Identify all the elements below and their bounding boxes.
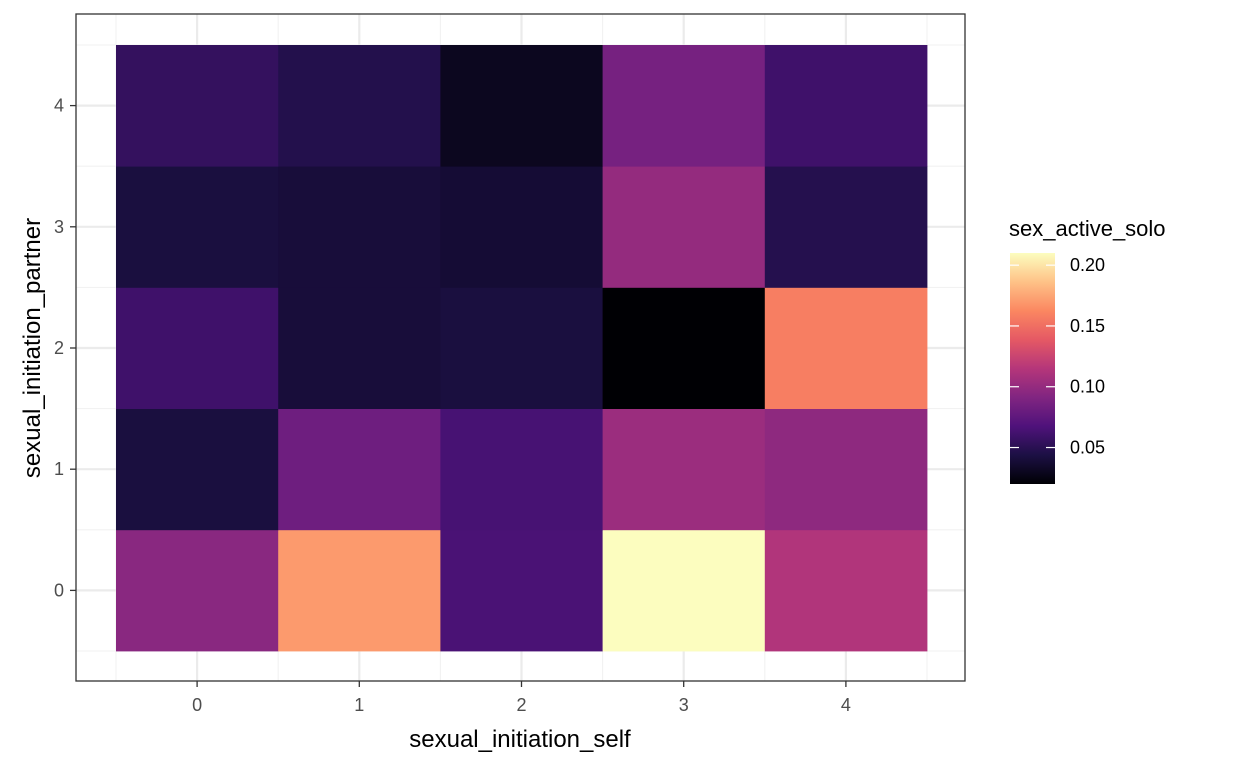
heatmap-tile <box>116 408 279 531</box>
heatmap-tile <box>440 45 603 167</box>
x-tick-label: 3 <box>679 695 689 715</box>
x-tick-label: 2 <box>516 695 526 715</box>
x-tick-label: 0 <box>192 695 202 715</box>
heatmap-tile <box>278 166 441 288</box>
heatmap-tile <box>764 287 928 409</box>
legend-colorbar <box>1010 253 1055 484</box>
heatmap-tile <box>764 166 928 288</box>
legend-tick-label: 0.15 <box>1070 316 1105 336</box>
heatmap-tile <box>602 529 766 652</box>
heatmap-tile <box>278 287 441 409</box>
legend-title: sex_active_solo <box>1009 216 1166 241</box>
heatmap-tile <box>764 529 928 652</box>
x-tick-label: 4 <box>841 695 851 715</box>
heatmap-tile <box>440 287 603 409</box>
heatmap-tile <box>602 287 766 409</box>
heatmap-tile <box>116 287 279 409</box>
heatmap-tiles <box>116 45 928 652</box>
heatmap-tile <box>116 45 279 167</box>
heatmap-tile <box>764 45 928 167</box>
y-tick-label: 4 <box>54 96 64 116</box>
heatmap-tile <box>602 166 766 288</box>
x-axis-ticks: 0 1 2 3 4 <box>192 681 851 715</box>
heatmap-tile <box>440 408 603 531</box>
legend-tick-label: 0.20 <box>1070 255 1105 275</box>
y-tick-label: 1 <box>54 459 64 479</box>
y-axis-title: sexual_initiation_partner <box>19 218 46 478</box>
x-axis-title: sexual_initiation_self <box>409 726 631 753</box>
heatmap-tile <box>602 408 766 531</box>
heatmap-tile <box>440 166 603 288</box>
legend-tick-label: 0.05 <box>1070 438 1105 458</box>
heatmap-tile <box>602 45 766 167</box>
legend: sex_active_solo 0.05 0.10 0.15 0.20 <box>1009 216 1166 484</box>
heatmap-tile <box>278 408 441 531</box>
heatmap-tile <box>278 529 441 652</box>
y-tick-label: 3 <box>54 217 64 237</box>
heatmap-tile <box>764 408 928 531</box>
heatmap-tile <box>440 529 603 652</box>
legend-ticks: 0.05 0.10 0.15 0.20 <box>1010 255 1105 458</box>
y-tick-label: 0 <box>54 580 64 600</box>
heatmap-tile <box>278 45 441 167</box>
heatmap-tile <box>116 529 279 652</box>
x-tick-label: 1 <box>354 695 364 715</box>
y-axis-ticks: 0 1 2 3 4 <box>54 96 76 600</box>
y-tick-label: 2 <box>54 338 64 358</box>
heatmap-tile <box>116 166 279 288</box>
legend-tick-label: 0.10 <box>1070 377 1105 397</box>
